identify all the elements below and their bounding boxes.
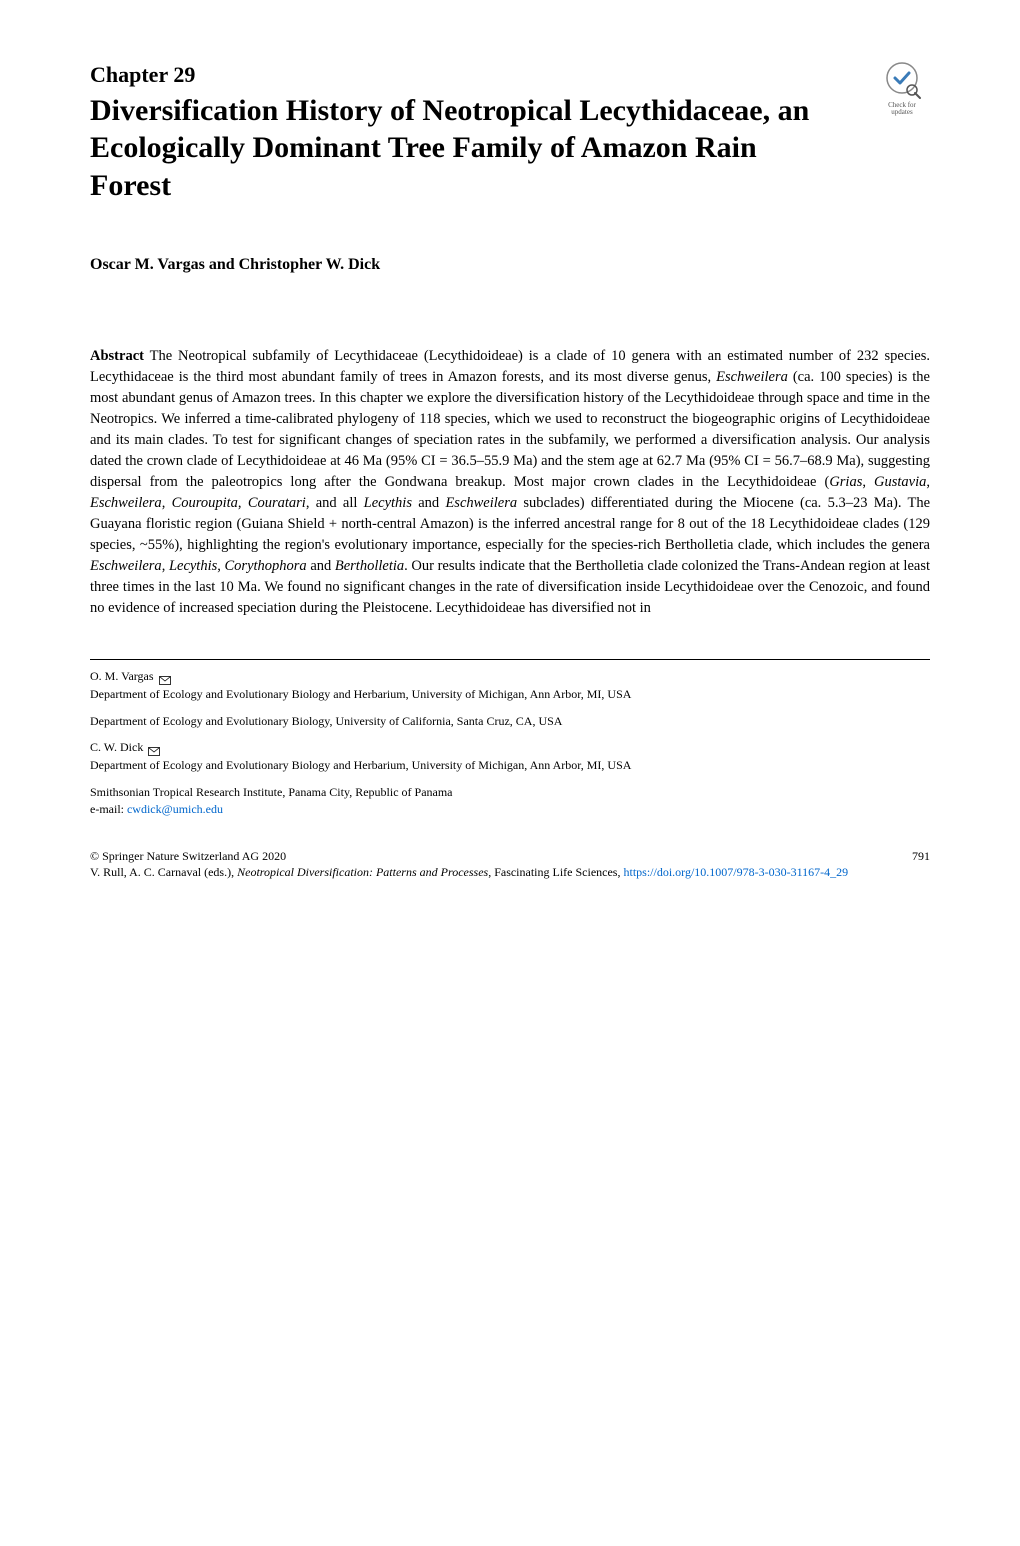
affiliation-block: O. M. Vargas Department of Ecology and E…: [90, 668, 930, 703]
chapter-title: Diversification History of Neotropical L…: [90, 92, 810, 205]
check-badge-line2: updates: [891, 108, 912, 116]
check-badge-text: Check for updates: [888, 102, 916, 116]
affiliation-author: C. W. Dick: [90, 739, 930, 756]
citation-series: , Fascinating Life Sciences,: [488, 865, 623, 879]
email-line: e-mail: cwdick@umich.edu: [90, 801, 930, 818]
affiliation-line: Department of Ecology and Evolutionary B…: [90, 713, 930, 730]
affiliation-block: C. W. Dick Department of Ecology and Evo…: [90, 739, 930, 774]
affiliation-author: O. M. Vargas: [90, 668, 930, 685]
envelope-icon: [159, 673, 171, 682]
affiliation-line: Department of Ecology and Evolutionary B…: [90, 757, 930, 774]
chapter-number: Chapter 29: [90, 60, 930, 90]
affiliation-line: Department of Ecology and Evolutionary B…: [90, 686, 930, 703]
email-link[interactable]: cwdick@umich.edu: [127, 802, 223, 816]
email-label: e-mail:: [90, 802, 127, 816]
doi-link[interactable]: https://doi.org/10.1007/978-3-030-31167-…: [623, 865, 848, 879]
authors: Oscar M. Vargas and Christopher W. Dick: [90, 254, 930, 276]
check-for-updates-badge[interactable]: Check for updates: [874, 60, 930, 116]
citation-prefix: V. Rull, A. C. Carnaval (eds.),: [90, 865, 237, 879]
affiliations-section: O. M. Vargas Department of Ecology and E…: [90, 659, 930, 818]
affiliation-author-name: C. W. Dick: [90, 740, 143, 754]
abstract-label: Abstract: [90, 348, 144, 364]
copyright-line: © Springer Nature Switzerland AG 2020 79…: [90, 848, 930, 865]
affiliation-line: Smithsonian Tropical Research Institute,…: [90, 784, 930, 801]
abstract: Abstract The Neotropical subfamily of Le…: [90, 346, 930, 619]
affiliation-block: Smithsonian Tropical Research Institute,…: [90, 784, 930, 818]
citation-title: Neotropical Diversification: Patterns an…: [237, 865, 488, 879]
affiliation-block: Department of Ecology and Evolutionary B…: [90, 713, 930, 730]
check-updates-icon: [882, 60, 922, 100]
footer: © Springer Nature Switzerland AG 2020 79…: [90, 848, 930, 882]
page-number: 791: [912, 848, 930, 865]
affiliation-author-name: O. M. Vargas: [90, 669, 154, 683]
envelope-icon: [148, 744, 160, 753]
citation-line: V. Rull, A. C. Carnaval (eds.), Neotropi…: [90, 864, 930, 881]
chapter-header: Chapter 29 Diversification History of Ne…: [90, 60, 930, 204]
copyright-text: © Springer Nature Switzerland AG 2020: [90, 848, 286, 865]
abstract-text: The Neotropical subfamily of Lecythidace…: [90, 348, 930, 616]
